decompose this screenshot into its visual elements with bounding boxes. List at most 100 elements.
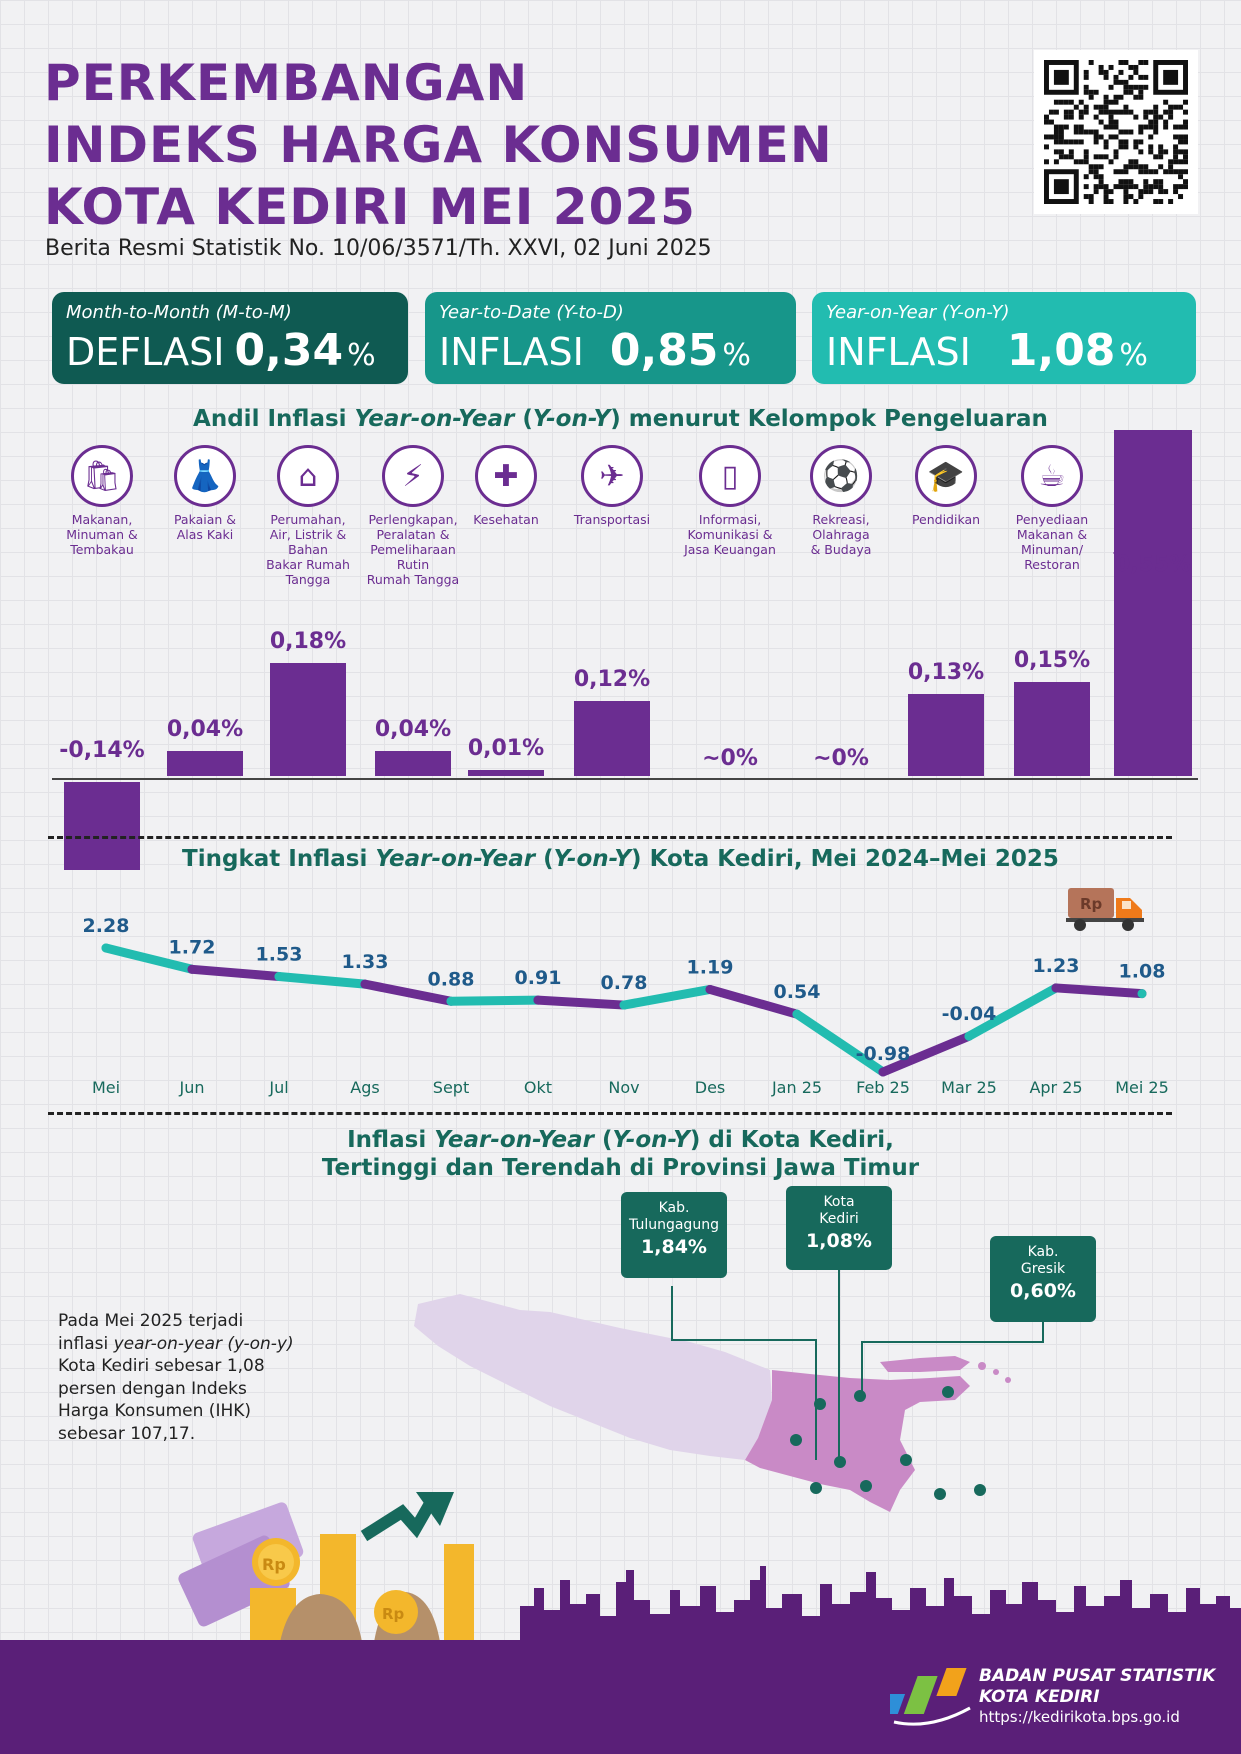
bar-value-label: ~0% (702, 746, 758, 771)
bar-value-label: 0,55% (1114, 552, 1192, 577)
map-marker (834, 1456, 846, 1468)
plug-icon: ⚡ (382, 445, 444, 507)
map-box-name: Kab. Tulungagung (629, 1200, 719, 1233)
card-label: Year-to-Date (Y-to-D) (439, 302, 624, 323)
bar-category-label: Kesehatan (473, 512, 539, 527)
line-value-label: 1.23 (1033, 955, 1080, 977)
map-box-tulungagung: Kab. Tulungagung 1,84% (621, 1192, 727, 1278)
smartphone-icon: ▯ (699, 445, 761, 507)
line-point (1137, 989, 1147, 999)
bar-value-label: 0,18% (269, 628, 347, 654)
soccer-player-icon: ⚽ (810, 445, 872, 507)
card-unit: % (347, 338, 376, 373)
map-east-java (745, 1370, 970, 1512)
card-value: 0,85 (609, 325, 719, 376)
line-point (964, 1031, 974, 1041)
page-title: PERKEMBANGAN INDEKS HARGA KONSUMEN KOTA … (44, 52, 944, 238)
bar-category-label: Transportasi (573, 512, 651, 527)
line-segment (446, 995, 543, 1006)
line-point (792, 1009, 802, 1019)
footer (0, 1640, 1241, 1754)
delivery-truck-icon: Rp (1066, 888, 1144, 931)
line-value-label: -0.98 (856, 1043, 911, 1065)
line-point (187, 964, 197, 974)
line-segment (619, 984, 715, 1010)
divider (48, 836, 1172, 839)
bar (1014, 681, 1090, 776)
title-line-2: INDEKS HARGA KONSUMEN (44, 116, 833, 174)
x-tick-label: Feb 25 (856, 1078, 910, 1097)
line-point (446, 996, 456, 1006)
line-value-label: 0.88 (428, 968, 475, 990)
map-marker (860, 1480, 872, 1492)
line-value-label: 1.53 (256, 944, 303, 966)
map-marker (810, 1482, 822, 1494)
qr-code-icon (1044, 60, 1188, 204)
first-aid-kit-icon: ✚ (475, 445, 537, 507)
line-value-label: 0.54 (774, 981, 821, 1003)
bps-org-name: BADAN PUSAT STATISTIK KOTA KEDIRI (979, 1666, 1216, 1707)
line-chart-title: Tingkat Inflasi Year-on-Year (Y-on-Y) Ko… (182, 846, 1059, 872)
map-box-value: 1,08% (806, 1230, 872, 1252)
bar-chart-title: Andil Inflasi Year-on-Year (Y-on-Y) menu… (193, 406, 1048, 432)
bar (908, 694, 984, 776)
card-value: 0,34 (234, 325, 344, 376)
map-box-name: Kab. Gresik (1020, 1244, 1066, 1277)
map-marker (942, 1386, 954, 1398)
bar (468, 769, 544, 776)
summary-note: Pada Mei 2025 terjadi inflasi year-on-ye… (58, 1311, 294, 1444)
bar-value-label: 0,01% (467, 735, 545, 761)
line-segment (101, 943, 197, 974)
line-segment (1051, 983, 1147, 999)
divider (48, 1112, 1172, 1115)
x-tick-label: Ags (350, 1078, 379, 1097)
line-point (274, 972, 284, 982)
line-value-label: 2.28 (83, 915, 130, 937)
bar-value-label: 0,13% (907, 660, 985, 686)
house-icon: ⌂ (277, 445, 339, 507)
x-tick-label: Mei (92, 1078, 120, 1097)
map-west-java (414, 1294, 772, 1460)
bar-category-label: Rekreasi, Olahraga & Budaya (810, 512, 872, 557)
map-marker (974, 1484, 986, 1496)
bar-value-label: 0,04% (374, 716, 452, 742)
line-point (619, 1000, 629, 1010)
line-value-label: 0.78 (601, 972, 648, 994)
bar-category-label: Perlengkapan, Peralatan & Pemeliharaan R… (366, 512, 460, 587)
map-madura (880, 1356, 970, 1372)
bar-value-label: -0,14% (59, 738, 145, 763)
line-point (360, 979, 370, 989)
bar-category-label: Perumahan, Air, Listrik & Bahan Bakar Ru… (266, 512, 350, 587)
map-box-value: 1,84% (641, 1236, 707, 1258)
card-label: Month-to-Month (M-to-M) (66, 302, 292, 323)
bar (375, 750, 451, 776)
line-segment (360, 979, 456, 1006)
qr-code[interactable] (1034, 50, 1198, 214)
java-map (414, 1294, 1011, 1512)
page-subtitle: Berita Resmi Statistik No. 10/06/3571/Th… (45, 236, 712, 261)
bps-url-link[interactable]: https://kedirikota.bps.go.id (979, 1708, 1180, 1726)
x-tick-label: Nov (608, 1078, 639, 1097)
title-line-1: PERKEMBANGAN (44, 54, 529, 112)
bar (574, 700, 650, 776)
city-skyline (520, 1566, 1241, 1644)
airplane-icon: ✈ (581, 445, 643, 507)
x-tick-label: Jul (268, 1078, 288, 1097)
fast-food-icon: ☕ (1021, 445, 1083, 507)
map-marker (790, 1434, 802, 1446)
x-tick-label: Des (695, 1078, 726, 1097)
bps-logo-icon (890, 1668, 971, 1726)
map-box-kota-kediri: Kota Kediri 1,08% (786, 1186, 892, 1270)
line-value-label: 1.19 (687, 956, 734, 978)
line-segment (964, 983, 1061, 1041)
map-box-gresik: Kab. Gresik 0,60% (990, 1236, 1096, 1322)
svg-text:Rp: Rp (262, 1555, 286, 1574)
grocery-bag-icon: 🛍 (71, 445, 133, 507)
title-line-3: KOTA KEDIRI MEI 2025 (44, 178, 696, 236)
svg-text:Rp: Rp (382, 1605, 405, 1623)
bar-value-label: 0,12% (573, 666, 651, 692)
map-marker (900, 1454, 912, 1466)
line-value-label: -0.04 (942, 1003, 997, 1025)
card-word: DEFLASI (66, 330, 225, 374)
line-segment (533, 995, 629, 1010)
